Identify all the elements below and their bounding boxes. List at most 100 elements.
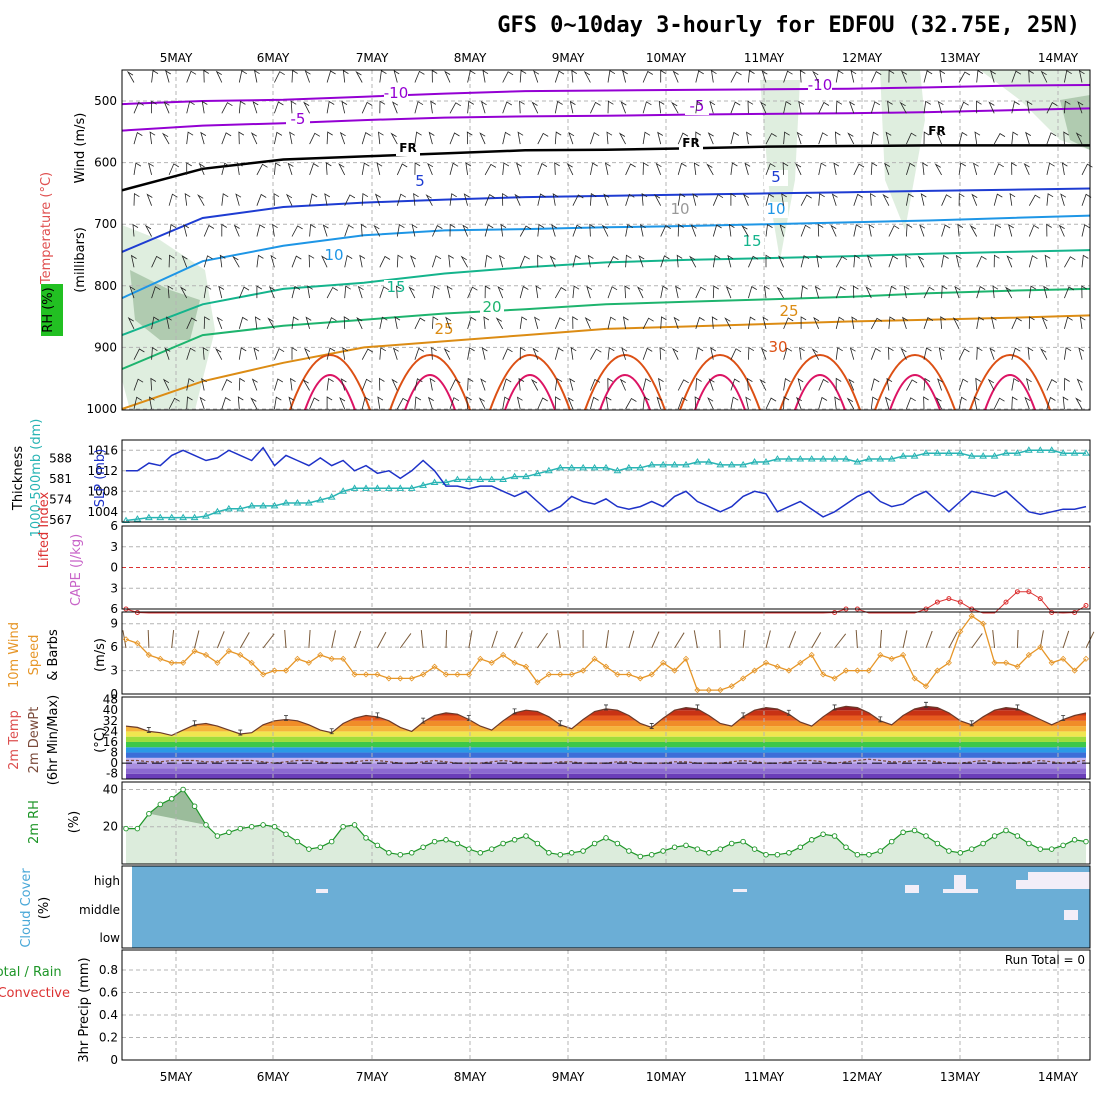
wind10m-point	[157, 655, 164, 662]
wind-barb	[465, 162, 472, 175]
thickness-tick-label: 574	[49, 492, 72, 506]
wind-barb	[1081, 163, 1093, 176]
wind10m-point	[740, 675, 747, 682]
wind10m-point	[191, 647, 198, 655]
wind-barb	[179, 286, 188, 299]
wind-barb	[676, 254, 683, 268]
wind-barb	[624, 285, 631, 299]
wind-barb	[449, 193, 457, 206]
wind-barb	[849, 347, 856, 360]
thickness-point	[213, 507, 222, 515]
wind-barb	[326, 347, 336, 360]
wind-barb	[657, 131, 664, 145]
rh2m-panel: 20 40 2m RH (%)	[27, 781, 1091, 865]
wind-barb	[677, 397, 688, 410]
wind10m-line	[125, 615, 1087, 691]
wind10m-point	[774, 663, 781, 670]
wind10m-point	[660, 659, 667, 666]
wind-barb	[431, 346, 437, 360]
wind-barb	[186, 347, 196, 360]
wind-barb	[449, 223, 456, 237]
isotherm-label-bg	[396, 140, 420, 156]
wind-barb	[460, 255, 468, 268]
wind-barb	[396, 193, 407, 206]
thickness-point	[304, 498, 313, 506]
wind-barb	[379, 69, 387, 83]
wind-barb	[361, 193, 369, 206]
wind-barb	[514, 193, 521, 206]
wind-barb	[133, 101, 144, 114]
wind-barb	[1028, 255, 1038, 268]
wind10m-barb	[651, 631, 660, 649]
isotherm-label-bg	[777, 304, 801, 320]
wind-barb	[342, 347, 349, 360]
wind-barb	[922, 162, 928, 175]
rh2m-point	[637, 853, 644, 860]
wind-barb	[250, 397, 258, 410]
ylabel-millibars: (millibars)	[73, 227, 88, 293]
wind-barb	[307, 285, 313, 299]
wind-barb	[133, 193, 140, 206]
wind-barb	[233, 224, 240, 237]
rh2m-point	[831, 833, 838, 839]
isotherm-30-lobe	[969, 354, 1051, 411]
wind-barb	[133, 396, 142, 410]
wind-barb	[303, 101, 310, 114]
wind10m-point	[682, 655, 690, 662]
wind-barb	[866, 255, 873, 268]
wind-barb	[586, 285, 593, 299]
wind-barb	[446, 285, 453, 299]
wind10m-point	[888, 655, 895, 662]
y-tick-label: 700	[94, 217, 117, 231]
isotherm-hot-lobe	[694, 374, 746, 411]
temp-tick-label: 16	[103, 735, 118, 749]
wind-barb	[361, 396, 371, 410]
wind10m-point	[591, 655, 598, 662]
thickness-point	[624, 463, 633, 471]
rh2m-point	[774, 851, 781, 858]
wind-barb	[344, 285, 351, 299]
wind-barb	[658, 100, 665, 114]
wind-barb	[870, 347, 881, 360]
thickness-point	[1024, 446, 1033, 453]
wind-barb	[432, 255, 442, 268]
wind-barb	[1076, 378, 1083, 391]
wind-barb	[1081, 254, 1089, 268]
wind-barb	[478, 397, 486, 410]
wind-barb	[326, 70, 336, 83]
wind-barb	[818, 396, 828, 410]
wind-barb	[479, 132, 486, 145]
slp-frame	[121, 439, 1091, 523]
isotherm-hot-lobe	[404, 374, 456, 411]
wind-barb	[168, 163, 180, 176]
wind-barb	[497, 286, 504, 299]
wind-barb	[765, 223, 773, 237]
wind-barb	[1081, 193, 1092, 206]
wind-barb	[658, 377, 664, 391]
wind-barb	[1064, 100, 1071, 114]
wind-barb	[357, 285, 364, 299]
wind-barb	[870, 396, 879, 410]
wind-barb	[888, 316, 896, 329]
wind10m-point	[500, 651, 507, 659]
wind-barb	[607, 286, 618, 299]
wind-barb	[554, 287, 567, 299]
wind-barb	[899, 101, 907, 114]
wind10m-point	[340, 655, 347, 662]
thickness-point	[807, 455, 816, 462]
temp-minmax-mark	[741, 712, 746, 719]
rh2m-point	[1026, 840, 1032, 847]
wind10m-point	[214, 659, 221, 666]
ylabel-barbs: & Barbs	[46, 629, 61, 681]
wind10m-point	[671, 667, 678, 674]
precip-tick-label: 0.4	[99, 1008, 118, 1022]
wind-barb	[812, 70, 820, 83]
wind10m-barb	[376, 631, 387, 649]
thickness-point	[762, 457, 770, 465]
thickness-point	[704, 457, 713, 465]
wind10m-point	[511, 659, 518, 666]
wind-barb	[253, 347, 260, 360]
temp-tick-label: 0	[110, 756, 118, 770]
date-label-top: 12MAY	[842, 51, 883, 65]
